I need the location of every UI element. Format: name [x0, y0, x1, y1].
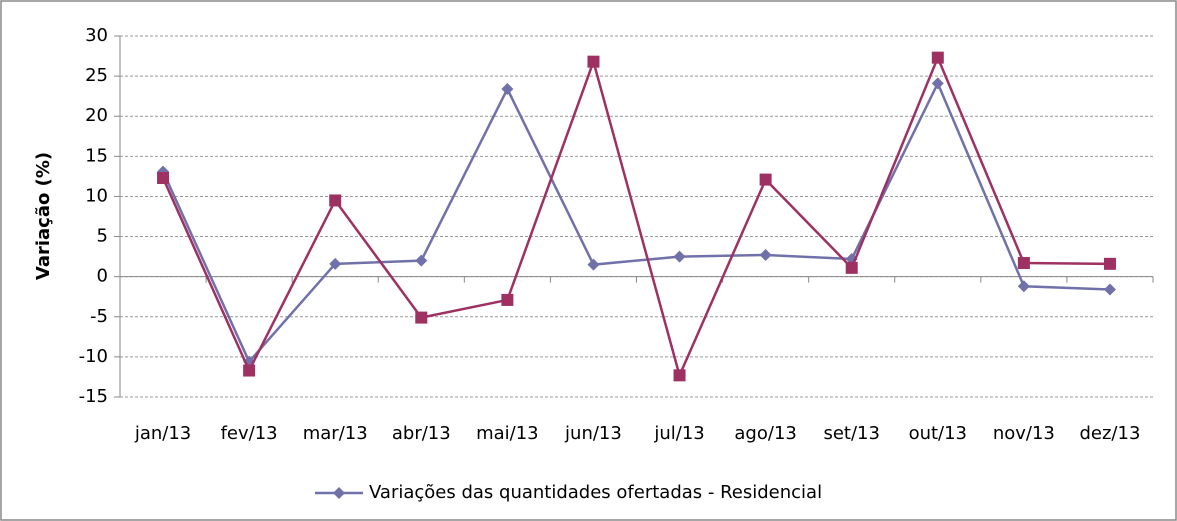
y-tick-label: 30	[85, 25, 108, 46]
y-tick-label: -10	[79, 346, 108, 367]
data-point	[243, 364, 256, 377]
data-point	[1103, 257, 1116, 270]
y-tick-label: -15	[79, 386, 108, 407]
data-point	[415, 254, 428, 267]
data-point	[1103, 283, 1116, 296]
x-tick-label: out/13	[909, 423, 967, 444]
data-point	[501, 82, 514, 95]
x-tick-label: mai/13	[476, 423, 539, 444]
data-point	[501, 293, 514, 306]
x-tick-label: jul/13	[653, 423, 704, 444]
data-point	[157, 171, 170, 184]
x-tick-label: set/13	[823, 423, 879, 444]
data-point	[587, 55, 600, 68]
series-line	[161, 80, 1111, 364]
series-line	[161, 54, 1110, 380]
x-tick-label: dez/13	[1079, 423, 1140, 444]
legend-marker	[333, 487, 345, 499]
data-point	[329, 257, 342, 270]
y-tick-label: 10	[85, 185, 108, 206]
x-tick-label: abr/13	[392, 423, 451, 444]
y-tick-label: 20	[85, 105, 108, 126]
x-tick-label: jan/13	[134, 423, 191, 444]
y-tick-label: -5	[90, 306, 108, 327]
y-tick-label: 0	[97, 266, 108, 287]
data-point	[931, 77, 944, 90]
data-point	[673, 369, 686, 382]
data-point	[329, 194, 342, 207]
data-point	[587, 258, 600, 271]
y-tick-label: 25	[85, 65, 108, 86]
x-tick-label: fev/13	[221, 423, 278, 444]
y-tick-label: 15	[85, 145, 108, 166]
data-point	[759, 173, 772, 186]
x-tick-label: jun/13	[564, 423, 622, 444]
data-point	[1017, 257, 1030, 270]
data-point	[673, 250, 686, 263]
x-tick-label: ago/13	[734, 423, 796, 444]
x-tick-label: mar/13	[303, 423, 368, 444]
y-axis-label: Variação (%)	[33, 152, 54, 280]
data-point	[931, 51, 944, 64]
x-tick-label: nov/13	[993, 423, 1055, 444]
legend-label: Variações das quantidades ofertadas - Re…	[369, 482, 822, 503]
data-point	[759, 249, 772, 262]
y-tick-label: 5	[97, 226, 108, 247]
data-point	[415, 311, 428, 324]
data-point	[845, 261, 858, 274]
data-point	[1017, 280, 1030, 293]
